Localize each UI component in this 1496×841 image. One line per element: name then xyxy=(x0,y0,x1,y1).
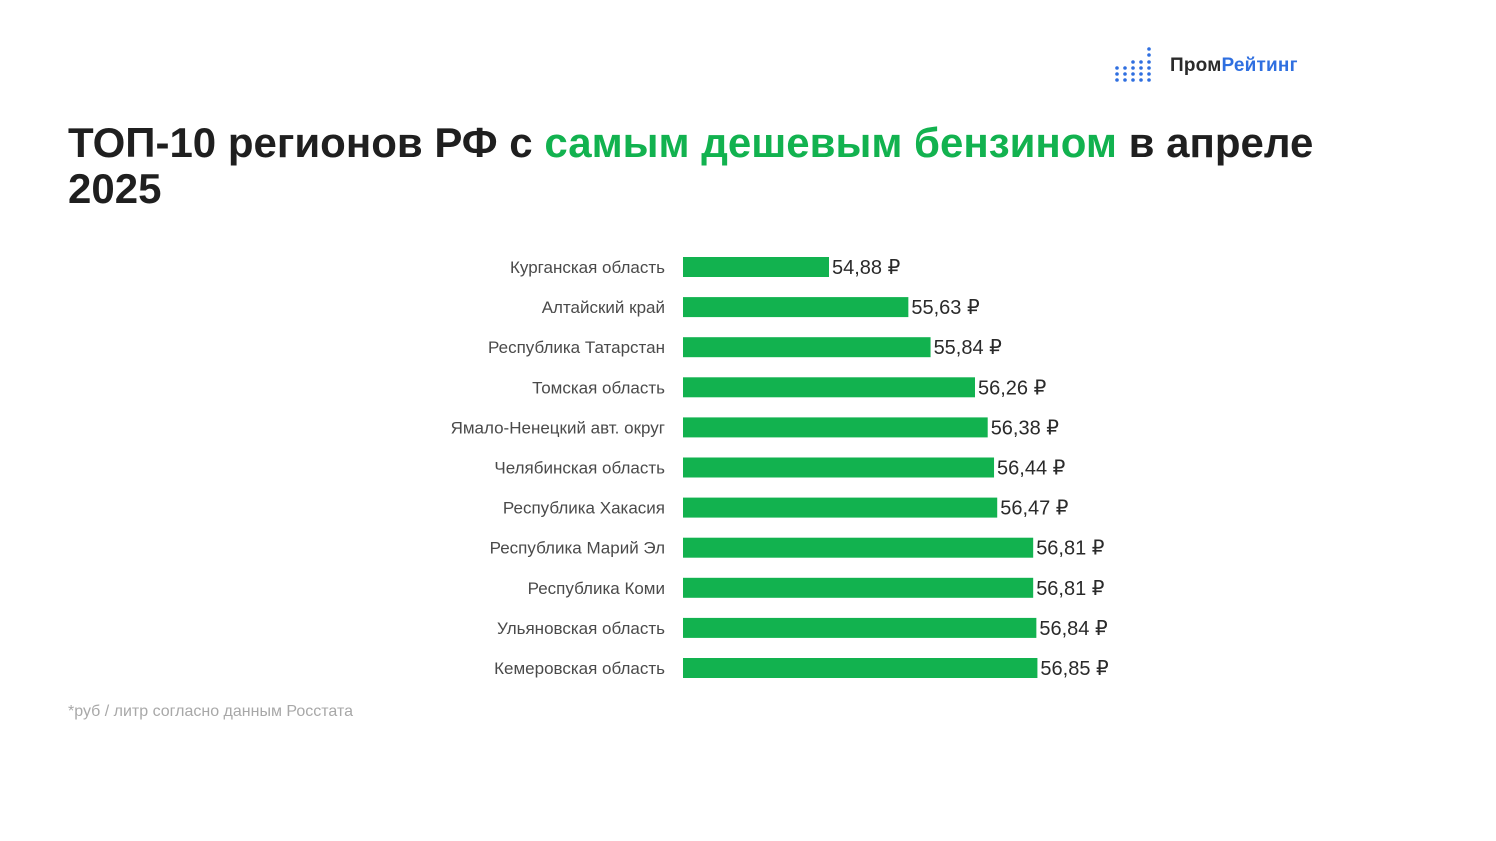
value-label: 56,81 ₽ xyxy=(1036,538,1105,560)
bar xyxy=(683,658,1038,678)
category-label: Республика Татарстан xyxy=(488,338,665,357)
bar xyxy=(683,257,829,277)
category-label: Алтайский край xyxy=(542,298,665,317)
chart-title: ТОП-10 регионов РФ с самым дешевым бензи… xyxy=(68,120,1328,212)
value-label: 56,44 ₽ xyxy=(997,458,1066,480)
bar-chart: Курганская область 54,88 ₽ Алтайский край 5… xyxy=(451,257,1109,680)
value-label: 56,81 ₽ xyxy=(1036,578,1105,600)
value-label: 56,38 ₽ xyxy=(991,417,1060,439)
brand-name-part1: Пром xyxy=(1170,55,1222,76)
category-label: Республика Марий Эл xyxy=(490,539,665,558)
category-label: Кемеровская область xyxy=(494,659,665,678)
value-label: 55,63 ₽ xyxy=(911,297,980,319)
category-label: Челябинская область xyxy=(494,459,665,478)
category-label: Ульяновская область xyxy=(497,619,665,638)
brand-name: ПромРейтинг xyxy=(1170,55,1298,77)
title-part2: в апреле 2025 xyxy=(68,119,1314,212)
title-part1: ТОП-10 регионов РФ с xyxy=(68,119,545,166)
bar xyxy=(683,537,1034,558)
dot-bars-logo-icon xyxy=(1115,47,1151,82)
bar xyxy=(683,417,988,438)
bar xyxy=(683,337,931,358)
bar xyxy=(683,617,1037,638)
footnote: *руб / литр согласно данным Росстата xyxy=(68,703,354,720)
value-label: 55,84 ₽ xyxy=(934,337,1003,359)
value-label: 56,47 ₽ xyxy=(1000,498,1069,520)
value-label: 56,84 ₽ xyxy=(1039,618,1108,640)
category-label: Курганская область xyxy=(510,258,665,277)
category-label: Ямало-Ненецкий авт. округ xyxy=(451,418,665,437)
bar xyxy=(683,377,975,398)
bar xyxy=(683,577,1034,598)
bar xyxy=(683,457,995,478)
title-highlight: самым дешевым бензином xyxy=(544,119,1117,166)
value-label: 54,88 ₽ xyxy=(832,257,901,279)
bar xyxy=(683,297,909,318)
value-label: 56,85 ₽ xyxy=(1040,658,1109,680)
bar xyxy=(683,497,998,518)
category-label: Республика Хакасия xyxy=(503,499,665,518)
brand-logo: ПромРейтинг xyxy=(1114,46,1298,86)
value-label: 56,26 ₽ xyxy=(978,377,1047,399)
category-label: Республика Коми xyxy=(528,579,665,598)
brand-name-part2: Рейтинг xyxy=(1221,55,1298,76)
category-label: Томская область xyxy=(532,378,665,397)
